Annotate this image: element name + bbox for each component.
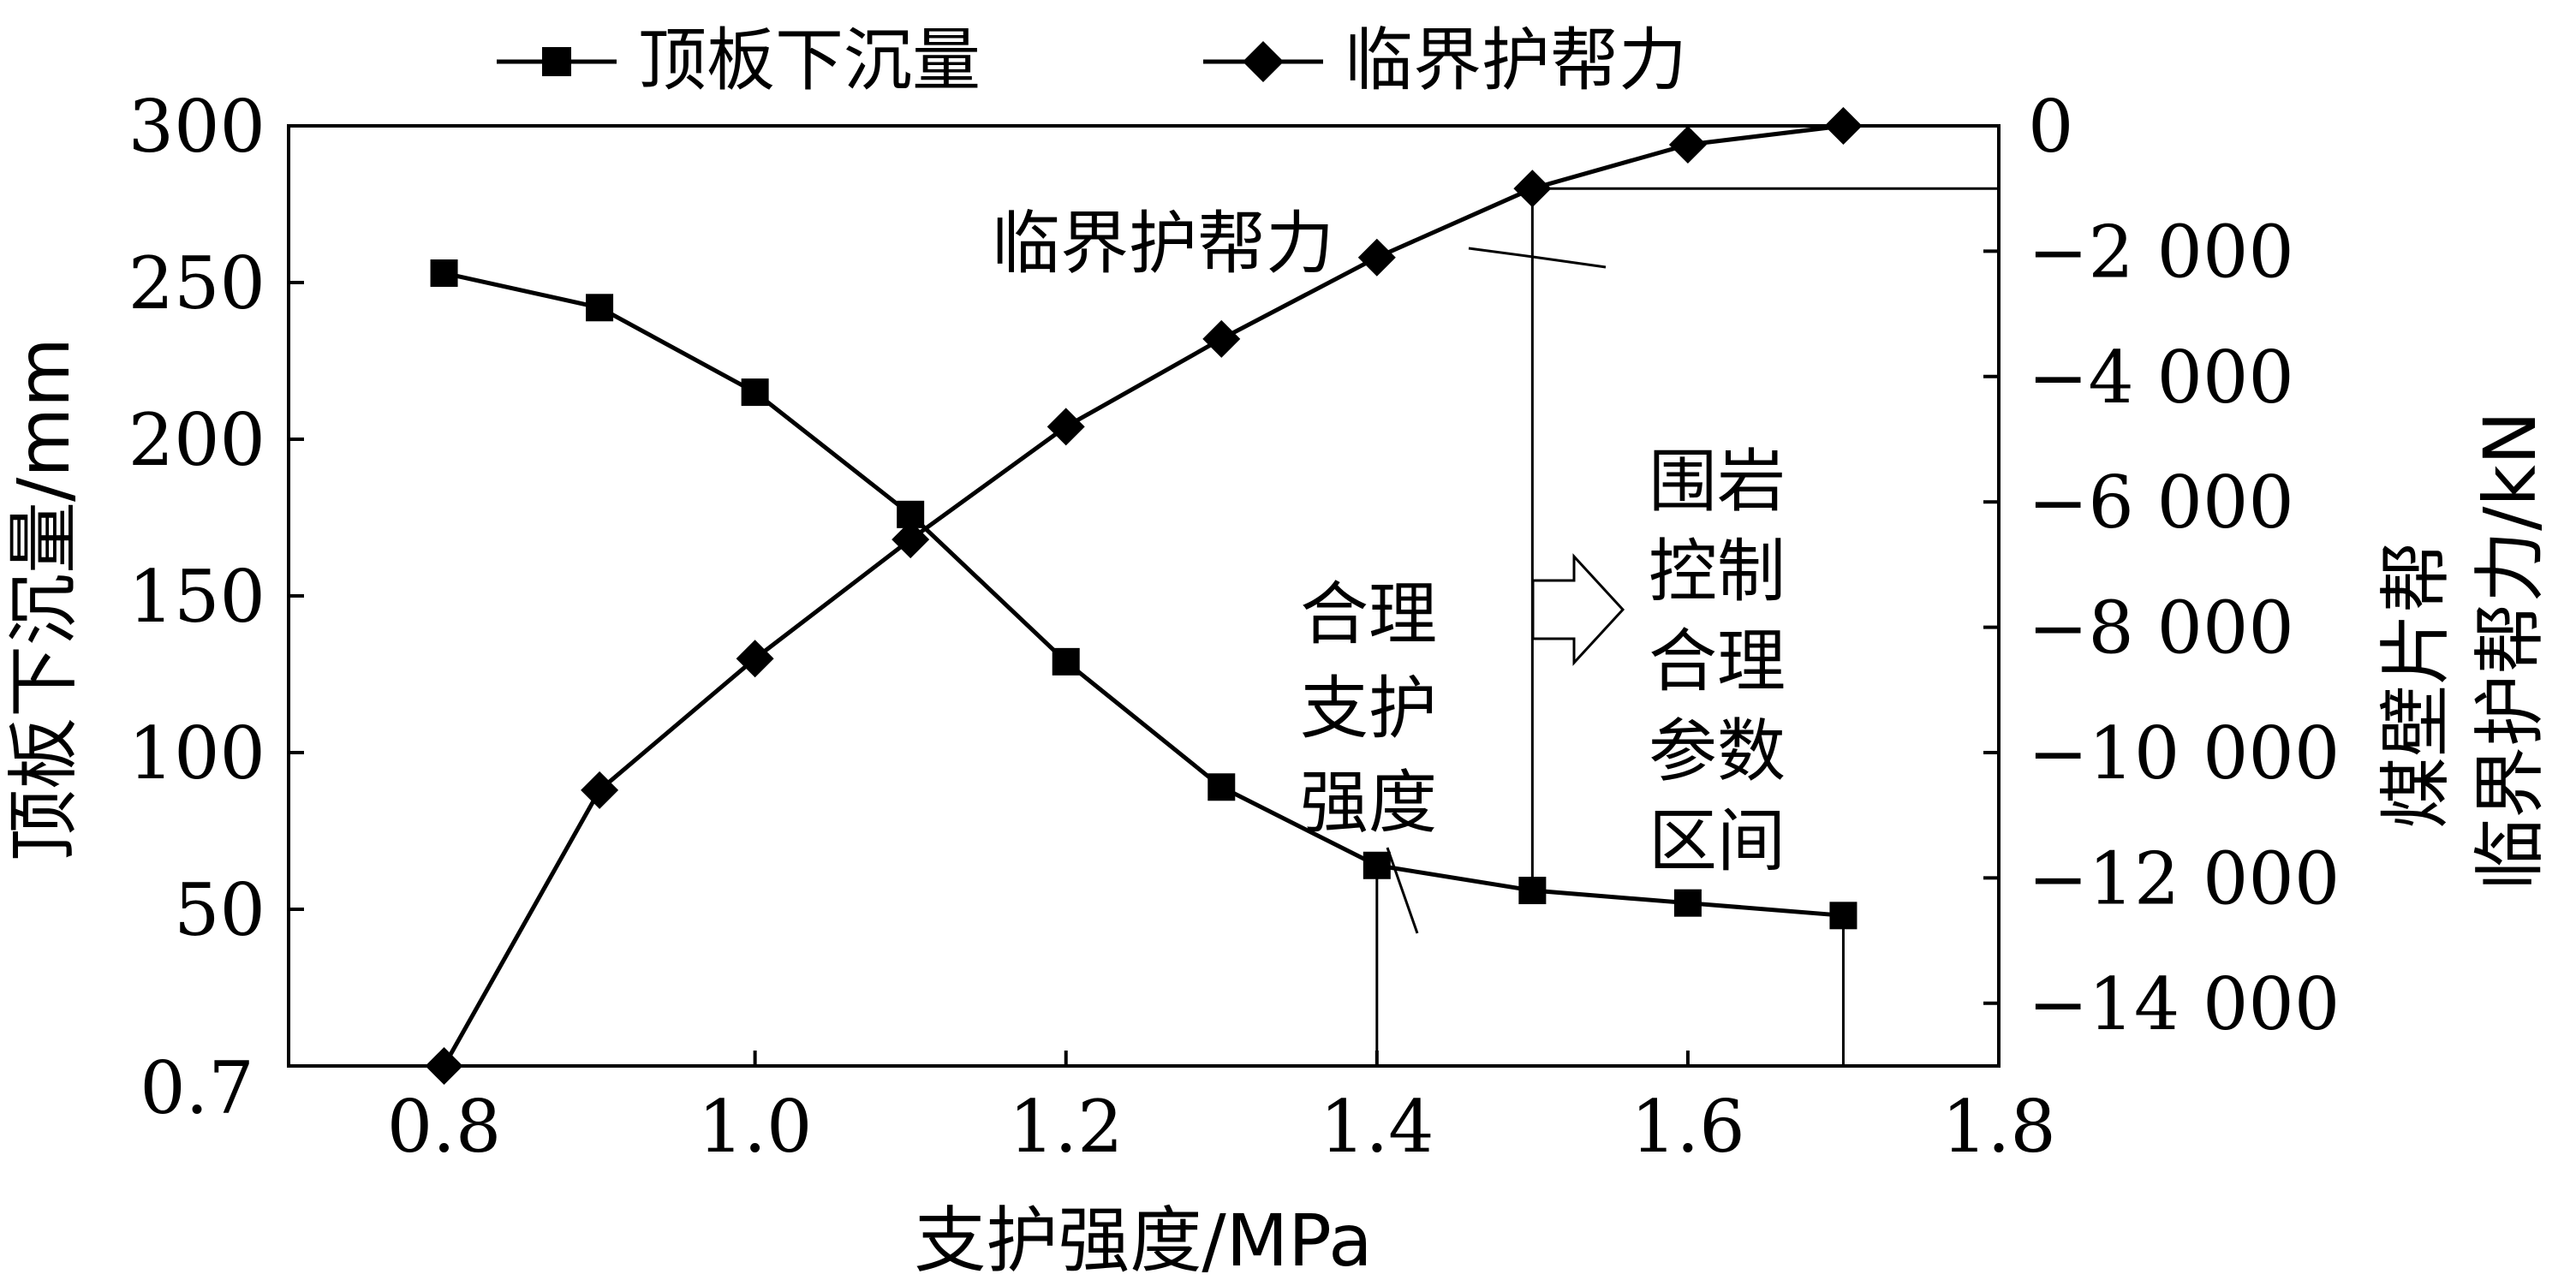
right-axis-title-line2: 临界护帮力/kN <box>2468 411 2552 890</box>
left-tick-label: 300 <box>128 85 265 169</box>
data-point-critical-force <box>425 1047 463 1085</box>
legend: 顶板下沉量 临界护帮力 <box>497 21 1687 100</box>
data-point-critical-force <box>1202 319 1241 358</box>
left-tick-label: 50 <box>174 868 265 952</box>
annotation-reasonable-strength-1: 合理 <box>1300 575 1437 654</box>
left-tick-label: 150 <box>128 555 265 639</box>
left-axis-title: 顶板下沉量/mm <box>2 337 86 861</box>
right-axis-ticks: 0 −2 000 −4 000 −6 000 −8 000 −10 000 −12 000 −… <box>1983 85 2340 1046</box>
range-arrow-icon <box>1531 553 1625 666</box>
data-point-critical-force <box>581 771 619 809</box>
legend-label-critical-force: 临界护帮力 <box>1345 21 1687 100</box>
data-point-subsidence <box>586 294 614 322</box>
annotation-reasonable-strength-3: 强度 <box>1300 763 1437 842</box>
right-tick-label: −8 000 <box>2028 586 2294 670</box>
data-point-critical-force <box>1357 238 1396 277</box>
data-point-critical-force <box>1824 107 1863 145</box>
annotation-range-2: 控制 <box>1649 532 1786 611</box>
left-tick-label: 100 <box>128 711 265 795</box>
x-tick-label: 1.8 <box>1941 1085 2056 1169</box>
data-point-subsidence <box>1673 889 1702 917</box>
series-subsidence <box>430 259 1857 930</box>
annotation-range-3: 合理 <box>1649 622 1786 701</box>
line-subsidence <box>444 271 1844 918</box>
data-point-subsidence <box>1363 851 1391 879</box>
legend-marker-square <box>542 47 571 76</box>
x-tick-label: 1.0 <box>698 1085 813 1169</box>
x-axis-ticks: 0.7 0.8 1.0 1.2 1.4 1.6 1.8 <box>140 1046 2056 1169</box>
right-tick-label: −6 000 <box>2028 461 2294 545</box>
x-axis-title: 支护强度/MPa <box>914 1199 1372 1280</box>
left-tick-label: 200 <box>128 398 265 482</box>
x-tick-label: 1.6 <box>1631 1085 1745 1169</box>
axes: 0.7 0.8 1.0 1.2 1.4 1.6 1.8 50100150200250300 … <box>128 85 2340 1169</box>
data-point-critical-force <box>736 640 774 678</box>
annotation-range-1: 围岩 <box>1649 442 1786 521</box>
x-tick-label: 1.2 <box>1009 1085 1124 1169</box>
leader-critical-force <box>1468 247 1607 269</box>
annotation-critical-force: 临界护帮力 <box>992 204 1334 283</box>
data-point-critical-force <box>891 521 930 559</box>
data-point-subsidence <box>1829 902 1857 930</box>
line-critical-force <box>442 123 1844 1068</box>
right-tick-label: −10 000 <box>2028 711 2340 795</box>
markers-subsidence <box>430 259 1857 930</box>
x-tick-label: 0.7 <box>140 1046 254 1130</box>
legend-label-subsidence: 顶板下沉量 <box>638 21 981 100</box>
data-point-subsidence <box>741 378 769 407</box>
left-axis-ticks: 50 100 150 200 250 300 <box>128 85 304 952</box>
right-tick-label: −2 000 <box>2028 210 2294 294</box>
right-tick-label: −12 000 <box>2028 836 2340 920</box>
x-tick-label: 0.8 <box>387 1085 502 1169</box>
annotation-reasonable-strength-2: 支护 <box>1300 669 1437 748</box>
legend-marker-diamond <box>1243 41 1284 82</box>
data-point-subsidence <box>1208 773 1236 801</box>
leader-reasonable-strength <box>1386 847 1419 934</box>
right-tick-label: −14 000 <box>2028 962 2340 1046</box>
annotation-range-5: 区间 <box>1649 801 1786 881</box>
right-axis-title-line1: 煤壁片帮 <box>2374 541 2458 829</box>
right-tick-label: 0 <box>2028 85 2073 169</box>
left-tick-label: 250 <box>128 241 265 325</box>
data-point-subsidence <box>430 259 458 288</box>
right-tick-label: −4 000 <box>2028 336 2294 420</box>
data-point-subsidence <box>1052 647 1080 676</box>
x-tick-label: 1.4 <box>1320 1085 1434 1169</box>
annotations: 临界护帮力 合理 支护 强度 围岩 控制 合理 参数 区间 <box>992 188 1786 934</box>
data-point-critical-force <box>1046 408 1085 446</box>
data-point-critical-force <box>1668 125 1707 164</box>
annotation-range-4: 参数 <box>1649 711 1786 791</box>
